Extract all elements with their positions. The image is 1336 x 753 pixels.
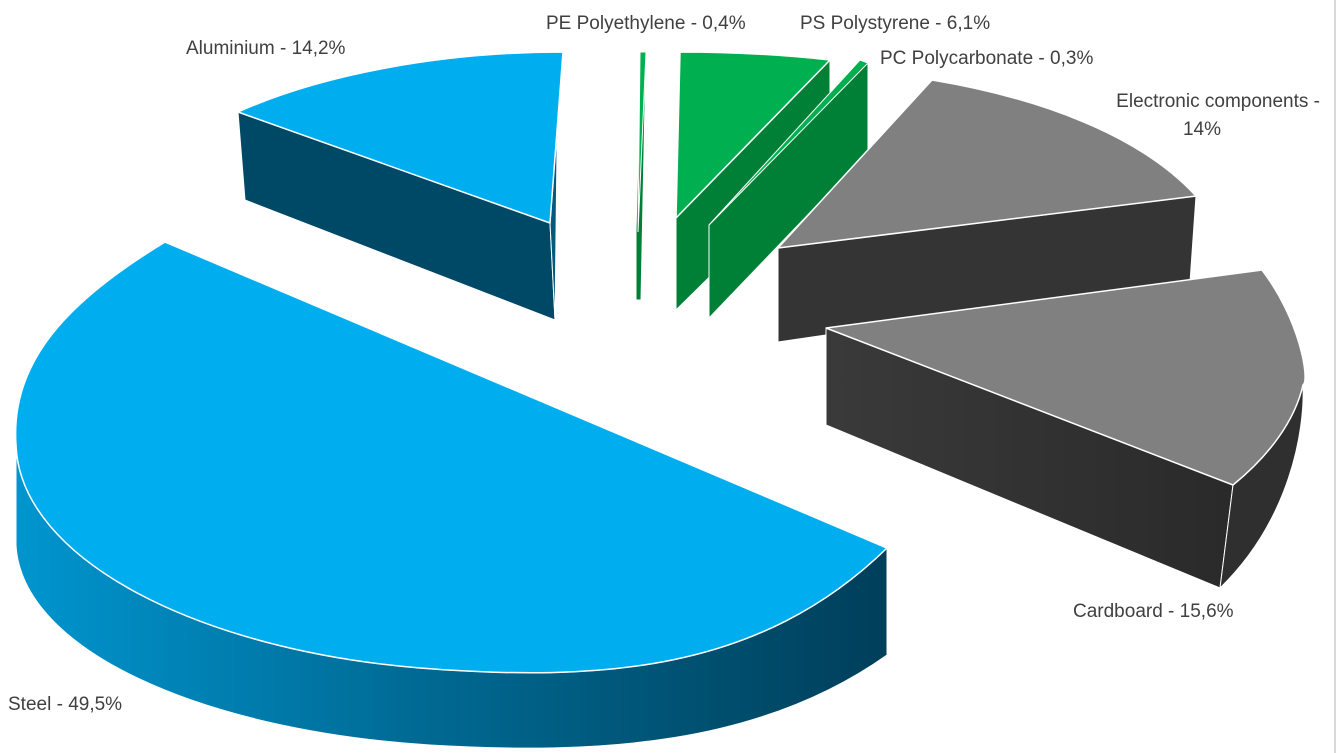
label-steel: Steel - 49,5%	[8, 694, 122, 715]
slice-aluminium	[235, 51, 564, 321]
slice-pe-top	[637, 51, 647, 233]
slice-ps-top	[675, 51, 832, 220]
label-pc-polycarbonate: PC Polycarbonate - 0,3%	[880, 48, 1093, 69]
label-electronic-components-line2: 14%	[1183, 119, 1221, 140]
slice-aluminium-top	[235, 51, 564, 225]
slice-steel-top	[14, 241, 889, 674]
slice-pe-polyethylene	[635, 51, 647, 301]
chart-border	[1334, 0, 1336, 753]
slice-steel	[14, 241, 889, 749]
slice-cardboard	[825, 269, 1306, 590]
slice-electronic-top	[776, 79, 1198, 249]
label-ps-polystyrene: PS Polystyrene - 6,1%	[800, 13, 990, 34]
label-cardboard: Cardboard - 15,6%	[1073, 601, 1234, 622]
slice-pc-top	[708, 59, 869, 226]
label-aluminium: Aluminium - 14,2%	[186, 38, 346, 59]
slice-cardboard-top	[825, 269, 1306, 486]
label-pe-polyethylene: PE Polyethylene - 0,4%	[546, 13, 746, 34]
label-electronic-components-line1: Electronic components -	[1116, 91, 1320, 112]
